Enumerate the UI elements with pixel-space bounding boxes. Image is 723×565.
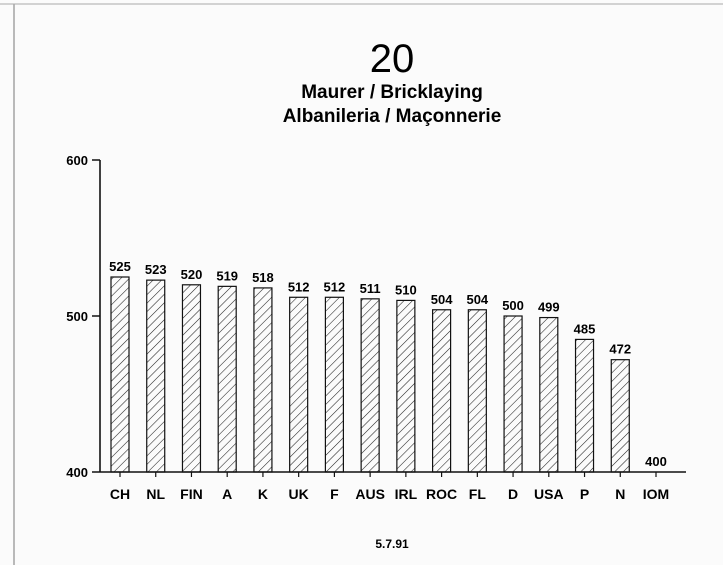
category-label-roc: ROC: [426, 486, 457, 502]
category-label-d: D: [508, 486, 518, 502]
y-tick-label: 400: [66, 465, 88, 480]
bar-irl: [396, 299, 416, 473]
category-label-n: N: [615, 486, 625, 502]
y-tick-label: 500: [66, 309, 88, 324]
value-label-n: 472: [609, 342, 631, 357]
category-label-ch: CH: [110, 486, 130, 502]
value-label-aus: 511: [360, 281, 381, 296]
value-label-ch: 525: [109, 259, 131, 274]
category-label-p: P: [580, 486, 589, 502]
category-labels: CH NL FIN A K UK F AUS IRL ROC FL D USA P N IOM: [110, 472, 669, 502]
bar-a: [217, 285, 237, 473]
value-label-irl: 510: [395, 282, 417, 297]
bar-uk: [289, 296, 309, 473]
value-labels: 525 523 520 519 518 512 512 511 510 504 504 500 499 4…: [109, 259, 667, 469]
category-label-aus: AUS: [355, 486, 385, 502]
value-label-iom: 400: [645, 454, 667, 469]
category-label-k: K: [258, 486, 268, 502]
bar-roc: [432, 309, 452, 473]
footer-date: 5.7.91: [375, 537, 409, 551]
value-label-nl: 523: [145, 262, 167, 277]
category-label-nl: NL: [146, 486, 165, 502]
category-label-a: A: [222, 486, 232, 502]
bar-d: [503, 315, 523, 473]
bar-n: [610, 359, 630, 473]
bar-k: [253, 287, 273, 473]
bar-p: [574, 338, 595, 473]
value-label-usa: 499: [538, 300, 560, 315]
value-label-d: 500: [502, 298, 524, 313]
bar-nl: [146, 279, 166, 473]
category-label-iom: IOM: [643, 486, 669, 502]
chart-title: 20: [370, 37, 415, 81]
y-ticks: 400 500 600: [66, 153, 100, 480]
bar-aus: [360, 298, 380, 473]
value-label-k: 518: [252, 270, 274, 285]
category-label-usa: USA: [534, 486, 564, 502]
value-label-fl: 504: [466, 292, 488, 307]
value-label-p: 485: [574, 321, 596, 336]
category-label-fin: FIN: [180, 486, 203, 502]
value-label-a: 519: [216, 268, 238, 283]
chart-subtitle-2: Albanileria / Maçonnerie: [283, 106, 502, 127]
bar-f: [324, 296, 344, 473]
category-label-irl: IRL: [395, 486, 418, 502]
category-label-f: F: [330, 486, 339, 502]
chart-subtitle-1: Maurer / Bricklaying: [301, 82, 483, 103]
category-label-uk: UK: [289, 486, 309, 502]
bar-usa: [539, 316, 559, 473]
bars: [110, 276, 630, 473]
value-label-uk: 512: [288, 279, 310, 294]
category-label-fl: FL: [469, 486, 487, 502]
value-label-f: 512: [324, 279, 346, 294]
y-tick-label: 600: [66, 153, 88, 168]
bar-fin: [181, 284, 202, 473]
value-label-fin: 520: [181, 267, 203, 282]
value-label-roc: 504: [431, 292, 453, 307]
bar-ch: [110, 276, 130, 473]
bar-fl: [467, 309, 487, 473]
